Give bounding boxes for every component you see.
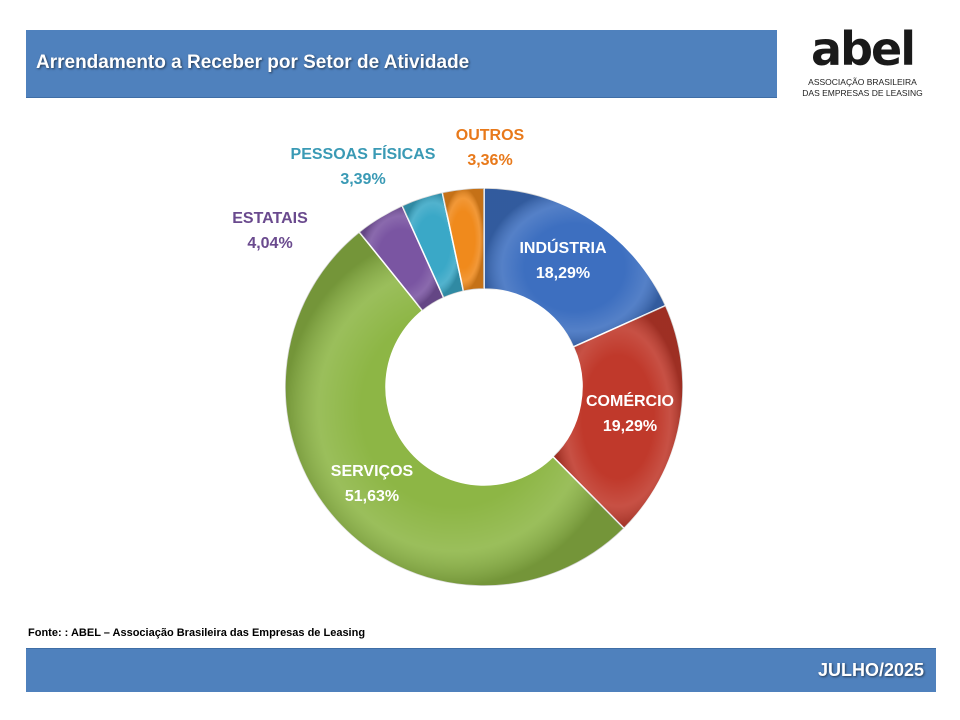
slice-label: COMÉRCIO bbox=[586, 391, 674, 410]
slice-label: SERVIÇOS bbox=[331, 463, 414, 480]
slice-value-label: 51,63% bbox=[345, 488, 399, 505]
slice-label: PESSOAS FÍSICAS bbox=[291, 144, 436, 163]
slice-label: ESTATAIS bbox=[232, 210, 308, 227]
title-bar: Arrendamento a Receber por Setor de Ativ… bbox=[26, 30, 777, 98]
logo-line-1: ASSOCIAÇÃO BRASILEIRA bbox=[808, 77, 917, 87]
slice-value-label: 4,04% bbox=[247, 235, 292, 252]
abel-logo: abel ASSOCIAÇÃO BRASILEIRA DAS EMPRESAS … bbox=[795, 22, 930, 102]
footer-date: JULHO/2025 bbox=[817, 660, 924, 680]
slice-label: INDÚSTRIA bbox=[519, 238, 607, 257]
logo-line-2: DAS EMPRESAS DE LEASING bbox=[802, 88, 923, 98]
logo-wordmark: abel bbox=[811, 22, 916, 76]
slice-value-label: 19,29% bbox=[603, 418, 657, 435]
footer-bar: JULHO/2025 bbox=[26, 648, 936, 692]
slice-label: OUTROS bbox=[456, 127, 525, 144]
slice-value-label: 3,36% bbox=[467, 152, 512, 169]
source-note: Fonte: : ABEL – Associação Brasileira da… bbox=[28, 627, 366, 639]
page-title: Arrendamento a Receber por Setor de Ativ… bbox=[36, 52, 470, 73]
slice-value-label: 3,39% bbox=[340, 171, 385, 188]
slice-value-label: 18,29% bbox=[536, 265, 590, 282]
